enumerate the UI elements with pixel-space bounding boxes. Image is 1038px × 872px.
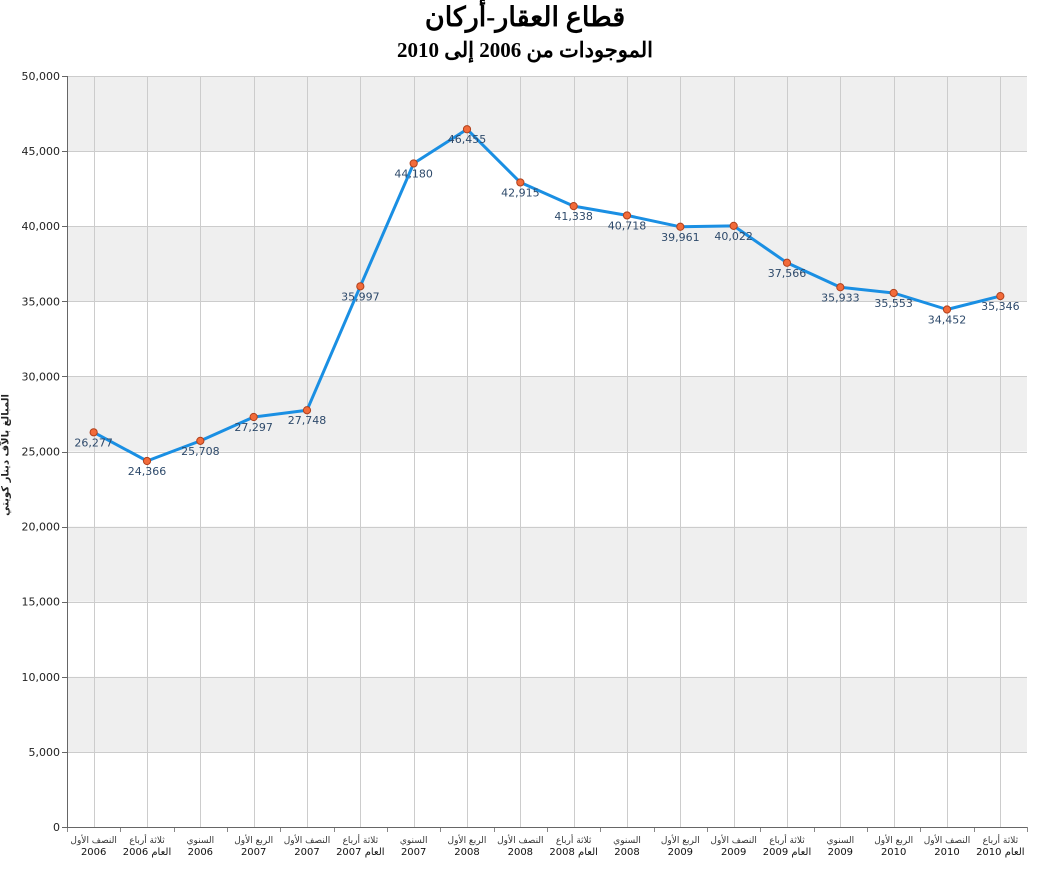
- data-label: 39,961: [661, 231, 700, 244]
- data-label: 35,553: [874, 297, 913, 310]
- x-tick-label: ثلاثة أرباع: [343, 834, 379, 846]
- data-label: 35,933: [821, 291, 860, 304]
- y-tick-label: 35,000: [22, 295, 61, 308]
- y-tick-label: 20,000: [22, 521, 61, 534]
- data-label: 24,366: [128, 465, 167, 478]
- x-tick-label-year: 2006: [188, 847, 213, 858]
- y-tick-label: 10,000: [22, 671, 61, 684]
- data-label: 25,708: [181, 445, 220, 458]
- data-point: [196, 436, 205, 445]
- grid-band: [67, 226, 1027, 302]
- x-tick-label-year: 2006: [81, 847, 106, 858]
- data-label: 27,748: [288, 414, 327, 427]
- x-tick-label-year: العام 2009: [763, 847, 812, 858]
- data-point: [676, 222, 685, 231]
- x-tick-label: السنوي: [826, 836, 854, 846]
- data-point: [89, 428, 98, 437]
- data-label: 46,455: [448, 133, 487, 146]
- grid-band: [67, 76, 1027, 152]
- data-point: [516, 178, 525, 187]
- x-tick-label: النصف الأول: [497, 834, 543, 846]
- x-tick-label-year: 2010: [934, 847, 959, 858]
- x-tick-label: الربع الأول: [874, 834, 913, 846]
- x-tick-label-year: 2008: [454, 847, 479, 858]
- data-label: 35,997: [341, 290, 380, 303]
- chart-title: قطاع العقار-أركان: [424, 2, 626, 32]
- y-tick-label: 0: [53, 821, 60, 834]
- data-point: [409, 159, 418, 168]
- data-point: [996, 292, 1005, 301]
- series-line: [92, 127, 1001, 463]
- x-tick-label: النصف الأول: [924, 834, 970, 846]
- x-tick-label-year: العام 2007: [336, 847, 385, 858]
- chart-subtitle: الموجودات من 2006 إلى 2010: [397, 38, 653, 62]
- data-label: 37,566: [768, 267, 807, 280]
- x-tick-label-year: العام 2006: [123, 847, 172, 858]
- x-tick-label-year: 2009: [721, 847, 746, 858]
- x-tick-label-year: 2010: [881, 847, 906, 858]
- y-tick-label: 50,000: [22, 70, 61, 83]
- data-point: [729, 221, 738, 230]
- x-tick-label: السنوي: [186, 836, 214, 846]
- data-label: 42,915: [501, 186, 540, 199]
- data-point: [836, 283, 845, 292]
- x-tick-label-year: العام 2010: [976, 847, 1025, 858]
- data-point: [462, 125, 472, 134]
- y-tick-label: 15,000: [22, 596, 61, 609]
- x-tick-label: الربع الأول: [661, 834, 700, 846]
- data-label: 34,452: [928, 314, 967, 327]
- x-tick-label-year: 2007: [241, 847, 266, 858]
- data-point: [356, 282, 365, 291]
- x-tick-label-year: 2008: [508, 847, 533, 858]
- x-tick-label: ثلاثة أرباع: [129, 834, 165, 846]
- x-tick-label: النصف الأول: [710, 834, 756, 846]
- data-point: [302, 406, 312, 415]
- data-label: 35,346: [981, 300, 1020, 313]
- data-label: 26,277: [74, 436, 113, 449]
- x-tick-label: السنوي: [613, 836, 641, 846]
- y-tick-label: 25,000: [22, 446, 61, 459]
- data-point: [622, 211, 632, 220]
- data-label: 40,718: [608, 219, 647, 232]
- data-label: 41,338: [554, 210, 593, 223]
- y-tick-label: 5,000: [29, 746, 61, 759]
- grid-band: [67, 376, 1027, 452]
- grid-band: [67, 676, 1027, 752]
- data-label: 27,297: [234, 421, 273, 434]
- x-tick-label-year: 2009: [668, 847, 693, 858]
- x-tick-label: الربع الأول: [234, 834, 273, 846]
- data-point: [942, 305, 952, 314]
- data-point: [889, 288, 898, 298]
- x-tick-label: السنوي: [400, 836, 428, 846]
- y-tick-label: 45,000: [22, 145, 61, 158]
- y-tick-label: 40,000: [22, 220, 61, 233]
- grid-band: [67, 526, 1027, 602]
- data-label: 44,180: [394, 167, 433, 180]
- x-tick-label: الربع الأول: [448, 834, 487, 846]
- x-tick-label: ثلاثة أرباع: [769, 834, 805, 846]
- x-tick-label: النصف الأول: [70, 834, 116, 846]
- data-point: [142, 456, 152, 466]
- y-tick-label: 30,000: [22, 370, 61, 383]
- x-tick-label-year: العام 2008: [549, 847, 598, 858]
- data-point: [569, 202, 578, 211]
- data-point: [249, 412, 258, 422]
- data-label: 40,022: [714, 230, 753, 243]
- x-tick-label: النصف الأول: [284, 834, 330, 846]
- x-tick-label-year: 2007: [401, 847, 426, 858]
- x-tick-label: ثلاثة أرباع: [983, 834, 1019, 846]
- x-tick-label-year: 2007: [294, 847, 319, 858]
- x-tick-label: ثلاثة أرباع: [556, 834, 592, 846]
- x-tick-label-year: 2009: [828, 847, 853, 858]
- x-tick-label-year: 2008: [614, 847, 639, 858]
- data-point: [782, 258, 792, 267]
